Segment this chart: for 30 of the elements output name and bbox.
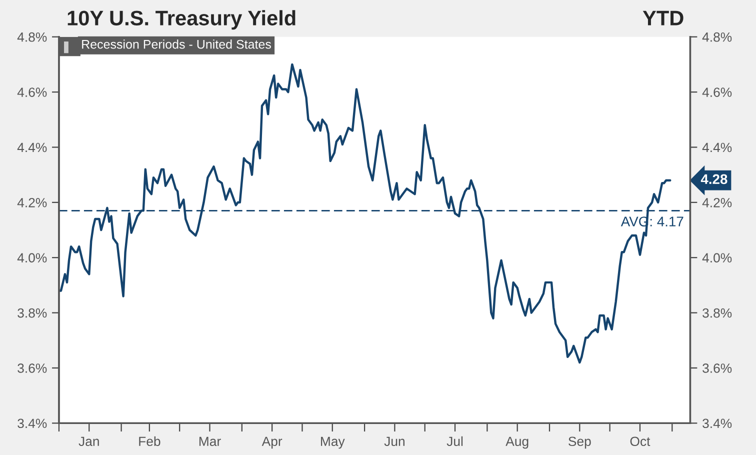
x-tick-label: Feb <box>139 436 160 446</box>
x-tick-label: Jul <box>446 436 463 446</box>
x-tick-label: Sep <box>568 436 591 449</box>
y-tick-label: 3.4% <box>18 418 47 428</box>
y-tick-label: 4.0% <box>17 253 47 263</box>
x-tick-label: Jan <box>78 436 99 446</box>
y2-tick-label: 3.4% <box>702 418 732 428</box>
chart-title: 10Y U.S. Treasury Yield <box>68 10 296 30</box>
x-tick-label: Mar <box>199 436 221 446</box>
y-tick-label: 3.6% <box>18 364 47 373</box>
annotation: 4.28 <box>700 174 728 184</box>
y2-tick-label: 4.4% <box>702 142 732 152</box>
y-tick-label: 4.6% <box>17 88 47 97</box>
y-tick-label: 4.4% <box>17 142 47 152</box>
y-tick-label: 4.8% <box>17 32 47 42</box>
x-tick-label: Aug <box>506 436 528 449</box>
y2-tick-label: 4.2% <box>702 198 732 208</box>
y-tick-label: 4.2% <box>17 198 47 208</box>
y-tick-label: 3.8% <box>18 308 47 318</box>
x-tick-label: May <box>321 436 345 449</box>
x-tick-label: Oct <box>630 436 650 446</box>
chart-subtitle: YTD <box>642 10 684 26</box>
y2-tick-label: 3.8% <box>702 308 732 318</box>
y2-tick-label: 4.0% <box>702 253 732 263</box>
y2-tick-label: 4.6% <box>702 88 732 97</box>
x-tick-label: Jun <box>384 436 404 446</box>
annotation: Recession Periods - United States <box>82 40 271 49</box>
x-tick-label: Apr <box>262 436 282 449</box>
y2-tick-label: 3.6% <box>702 364 732 373</box>
y2-tick-label: 4.8% <box>702 32 732 42</box>
